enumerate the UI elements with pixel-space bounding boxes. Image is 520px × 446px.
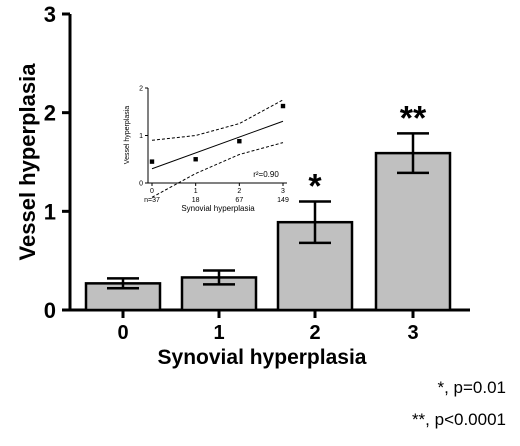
- inset-r-squared: r²=0.90: [253, 170, 279, 179]
- inset-ci-upper: [151, 99, 284, 141]
- inset-x-tick-label-0: 0: [150, 188, 154, 195]
- significance-marker-3: **: [400, 99, 427, 137]
- inset-x-tick-label-1: 1: [194, 188, 198, 195]
- inset-y-tick-label-1: 1: [139, 133, 143, 140]
- inset-point-0: [149, 159, 155, 164]
- inset-x-axis-title: Synovial hyperplasia: [181, 204, 255, 213]
- y-tick-label-3: 3: [44, 2, 56, 27]
- x-axis-title: Synovial hyperplasia: [158, 346, 367, 369]
- bar-1: [180, 276, 258, 312]
- inset-point-1: [193, 157, 198, 162]
- y-tick-label-1: 1: [44, 199, 56, 224]
- inset-x-tick-label-3: 3: [281, 188, 285, 195]
- inset-fit-line: [151, 120, 284, 170]
- x-tick-label-1: 1: [213, 322, 224, 344]
- y-tick-label-2: 2: [44, 101, 56, 126]
- inset-n-label-0: n=37: [144, 197, 160, 204]
- inset-n-label-2: 67: [235, 197, 243, 204]
- inset-y-tick-label-0: 0: [139, 181, 143, 188]
- x-tick-label-0: 0: [117, 322, 128, 344]
- significance-marker-2: *: [308, 167, 322, 205]
- bar-3: [374, 151, 452, 312]
- inset-y-axis-title: Vessel hyperplasia: [124, 106, 131, 164]
- y-tick-label-0: 0: [44, 298, 56, 323]
- inset-n-label-3: 149: [277, 197, 289, 204]
- inset-point-3: [280, 103, 286, 109]
- significance-note-2: **, p<0.0001: [411, 410, 506, 429]
- significance-note-1: *, p=0.01: [437, 378, 506, 397]
- inset-x-tick-label-2: 2: [237, 188, 241, 195]
- x-tick-label-2: 2: [309, 322, 320, 344]
- inset-y-tick-label-2: 2: [139, 86, 143, 93]
- x-tick-label-3: 3: [407, 322, 418, 344]
- inset-point-2: [237, 139, 242, 144]
- y-axis-title: Vessel hyperplasia: [15, 63, 40, 261]
- inset-n-label-1: 18: [192, 197, 200, 204]
